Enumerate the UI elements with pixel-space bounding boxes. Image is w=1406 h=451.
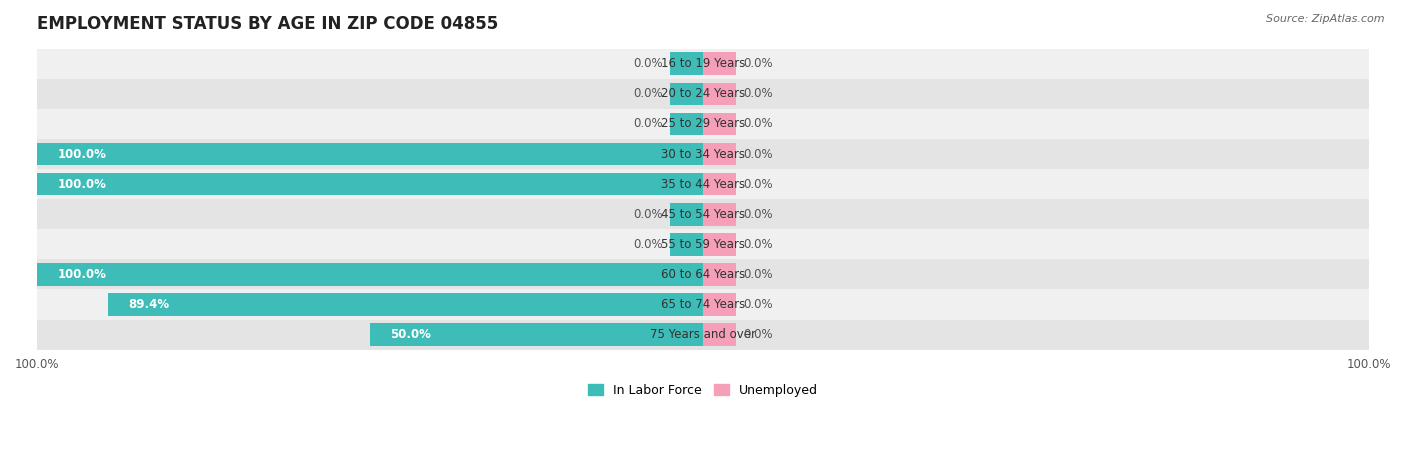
Text: 55 to 59 Years: 55 to 59 Years (661, 238, 745, 251)
Bar (37, 173, 703, 195)
Text: 35 to 44 Years: 35 to 44 Years (661, 178, 745, 191)
Bar (703, 203, 737, 226)
Bar (669, 113, 703, 135)
Text: 0.0%: 0.0% (634, 117, 664, 130)
Text: 45 to 54 Years: 45 to 54 Years (661, 208, 745, 221)
Text: 89.4%: 89.4% (128, 298, 169, 311)
Text: 30 to 34 Years: 30 to 34 Years (661, 147, 745, 161)
Bar (703, 263, 737, 286)
Bar (370, 323, 703, 346)
Bar (669, 83, 703, 105)
Bar (37, 79, 1369, 109)
Bar (703, 293, 737, 316)
Text: 0.0%: 0.0% (742, 117, 772, 130)
Bar (703, 83, 737, 105)
Bar (669, 52, 703, 75)
Bar (37, 199, 1369, 229)
Text: 0.0%: 0.0% (742, 87, 772, 100)
Text: 0.0%: 0.0% (742, 178, 772, 191)
Bar (37, 259, 1369, 290)
Bar (703, 173, 737, 195)
Text: 75 Years and over: 75 Years and over (650, 328, 756, 341)
Bar (703, 143, 737, 166)
Text: Source: ZipAtlas.com: Source: ZipAtlas.com (1267, 14, 1385, 23)
Text: 100.0%: 100.0% (58, 268, 105, 281)
Text: EMPLOYMENT STATUS BY AGE IN ZIP CODE 04855: EMPLOYMENT STATUS BY AGE IN ZIP CODE 048… (37, 15, 499, 33)
Text: 0.0%: 0.0% (742, 268, 772, 281)
Bar (37, 49, 1369, 79)
Text: 0.0%: 0.0% (742, 147, 772, 161)
Bar (669, 233, 703, 256)
Bar (37, 263, 703, 286)
Text: 50.0%: 50.0% (389, 328, 432, 341)
Bar (703, 113, 737, 135)
Legend: In Labor Force, Unemployed: In Labor Force, Unemployed (583, 379, 823, 402)
Text: 100.0%: 100.0% (58, 147, 105, 161)
Text: 0.0%: 0.0% (742, 208, 772, 221)
Bar (703, 323, 737, 346)
Text: 0.0%: 0.0% (742, 328, 772, 341)
Bar (703, 52, 737, 75)
Text: 0.0%: 0.0% (634, 208, 664, 221)
Text: 60 to 64 Years: 60 to 64 Years (661, 268, 745, 281)
Text: 0.0%: 0.0% (742, 57, 772, 70)
Text: 0.0%: 0.0% (742, 238, 772, 251)
Bar (37, 139, 1369, 169)
Bar (108, 293, 703, 316)
Bar (37, 169, 1369, 199)
Text: 0.0%: 0.0% (634, 57, 664, 70)
Bar (669, 203, 703, 226)
Text: 0.0%: 0.0% (634, 238, 664, 251)
Bar (703, 233, 737, 256)
Bar (37, 320, 1369, 350)
Text: 0.0%: 0.0% (742, 298, 772, 311)
Text: 25 to 29 Years: 25 to 29 Years (661, 117, 745, 130)
Text: 65 to 74 Years: 65 to 74 Years (661, 298, 745, 311)
Bar (37, 109, 1369, 139)
Text: 16 to 19 Years: 16 to 19 Years (661, 57, 745, 70)
Text: 20 to 24 Years: 20 to 24 Years (661, 87, 745, 100)
Bar (37, 290, 1369, 320)
Text: 0.0%: 0.0% (634, 87, 664, 100)
Text: 100.0%: 100.0% (58, 178, 105, 191)
Bar (37, 229, 1369, 259)
Bar (37, 143, 703, 166)
